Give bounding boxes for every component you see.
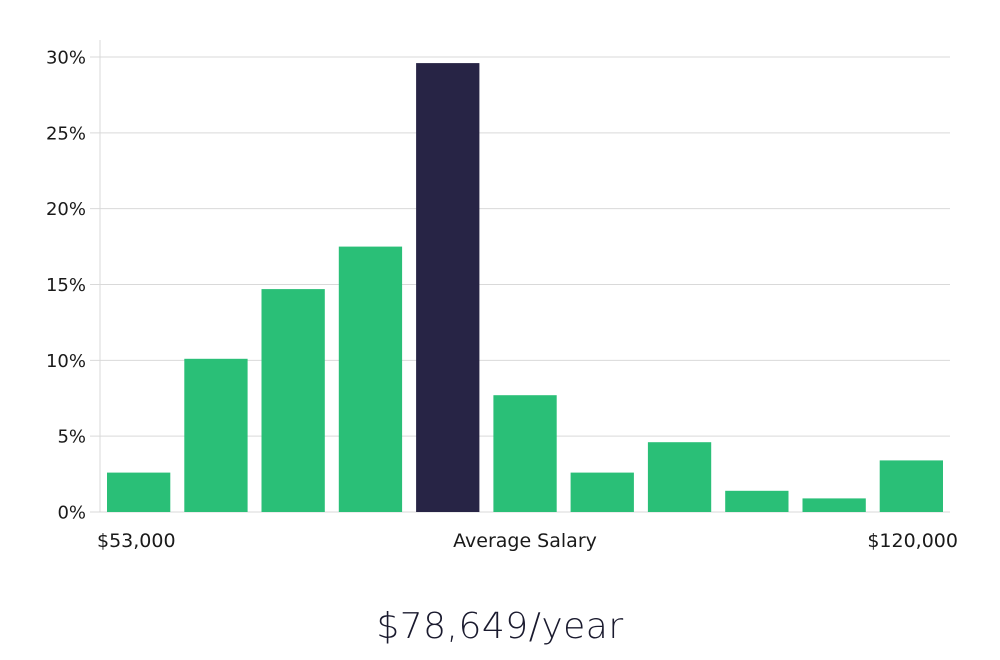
x-axis: $53,000 Average Salary $120,000 bbox=[97, 530, 958, 552]
bars bbox=[107, 63, 943, 512]
bar bbox=[338, 246, 403, 512]
x-label-min: $53,000 bbox=[97, 530, 176, 552]
y-tick-label: 15% bbox=[46, 275, 86, 296]
x-label-max: $120,000 bbox=[867, 530, 958, 552]
bar bbox=[802, 498, 866, 512]
bar bbox=[647, 442, 712, 512]
bar-average-salary bbox=[416, 63, 480, 512]
y-tick-label: 10% bbox=[46, 351, 86, 372]
bar bbox=[570, 472, 634, 512]
bar bbox=[879, 460, 943, 512]
average-salary-value: $78,649/year bbox=[376, 606, 624, 647]
y-tick-label: 30% bbox=[46, 48, 86, 69]
bar bbox=[107, 472, 171, 512]
bar bbox=[184, 358, 248, 512]
salary-histogram: 0% 5% 10% 15% 20% 25% 30% $53,000 Average Sala… bbox=[46, 40, 958, 552]
y-tick-label: 25% bbox=[46, 123, 86, 144]
bar bbox=[493, 395, 557, 512]
y-tick-label: 0% bbox=[57, 503, 86, 524]
y-tick-label: 20% bbox=[46, 199, 86, 220]
y-axis: 0% 5% 10% 15% 20% 25% 30% bbox=[46, 40, 101, 524]
y-tick-label: 5% bbox=[57, 427, 86, 448]
x-label-average: Average Salary bbox=[453, 530, 597, 552]
bar bbox=[725, 490, 789, 512]
bar bbox=[261, 289, 325, 512]
